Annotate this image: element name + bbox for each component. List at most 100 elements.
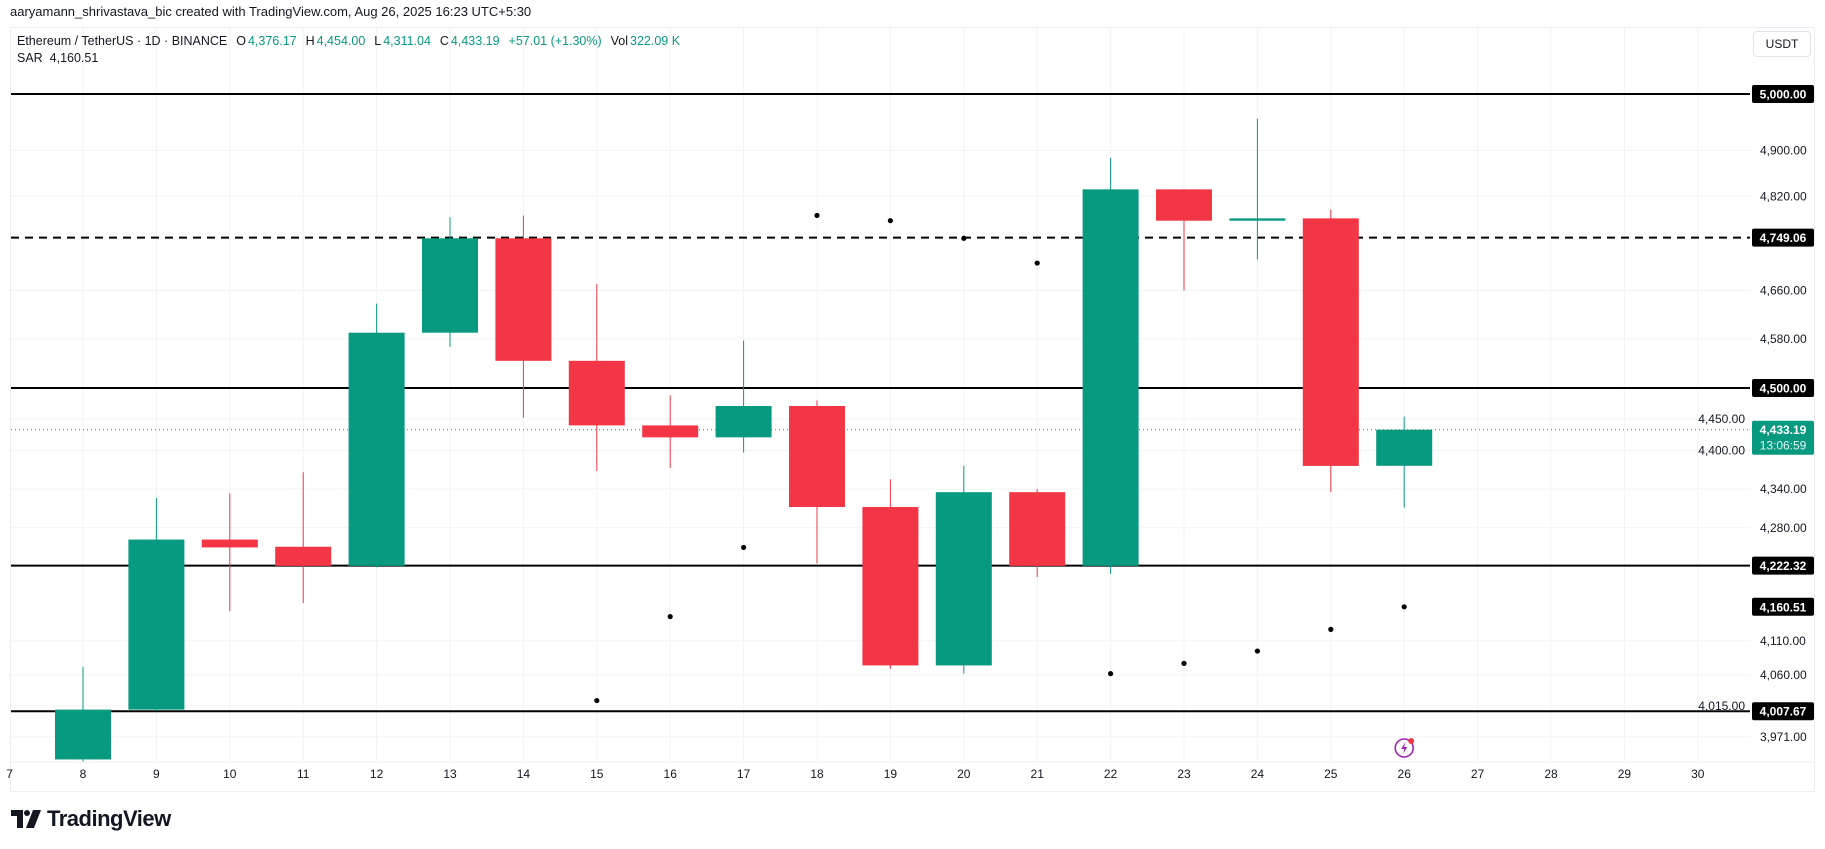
y-tick-label: 4,340.00 (1760, 482, 1807, 496)
candle-15 (568, 283, 625, 472)
x-tick-label: 22 (1104, 767, 1118, 781)
x-tick-label: 29 (1618, 767, 1632, 781)
candle-body (495, 238, 552, 361)
currency-button[interactable]: USDT (1753, 31, 1811, 57)
candle-body (201, 539, 258, 548)
candle-25 (1302, 209, 1359, 493)
sar-dot (667, 613, 673, 620)
close-value: 4,433.19 (450, 34, 500, 48)
sar-dot (1254, 648, 1260, 654)
symbol-name[interactable]: Ethereum / TetherUS · 1D · BINANCE (17, 34, 228, 48)
candle-11 (275, 472, 332, 604)
level-price-badge: 4,749.06 (1760, 231, 1807, 245)
y-tick-label: 4,060.00 (1760, 668, 1807, 682)
open-value: 4,376.17 (247, 34, 297, 48)
x-tick-label: 11 (297, 767, 310, 781)
x-tick-label: 26 (1398, 767, 1412, 781)
event-flash-icon[interactable] (1394, 738, 1415, 758)
sar-dot (741, 544, 747, 551)
x-tick-label: 23 (1177, 767, 1191, 781)
x-tick-label: 19 (884, 767, 898, 781)
y-tick-label: 4,820.00 (1760, 189, 1807, 203)
candle-13 (422, 217, 478, 347)
candle-body (1302, 218, 1359, 466)
level-price-badge-bg (1752, 228, 1814, 247)
close-label: C (439, 34, 449, 48)
sar-value: 4,160.51 (49, 51, 99, 65)
candle-body (935, 492, 992, 666)
candle-body (642, 425, 699, 438)
sar-dot (961, 235, 967, 241)
y-tick-label: 4,015.00 (1698, 699, 1745, 713)
candle-body (1082, 189, 1139, 566)
symbol-legend: Ethereum / TetherUS · 1D · BINANCE O 4,37… (17, 34, 682, 48)
candle-body (422, 238, 478, 333)
candle-22 (1082, 157, 1139, 574)
sar-dot (1328, 626, 1334, 632)
sar-price-badge-bg (1752, 597, 1814, 616)
x-tick-label: 14 (517, 767, 531, 781)
x-tick-label: 20 (957, 767, 971, 781)
candle-23 (1156, 189, 1212, 291)
y-tick-label: 4,400.00 (1698, 444, 1745, 458)
tradingview-logo[interactable]: TradingView (11, 806, 171, 832)
x-tick-label: 18 (810, 767, 824, 781)
y-tick-label: 4,110.00 (1760, 634, 1806, 648)
sar-dot (1108, 671, 1114, 677)
y-tick-label: 4,280.00 (1760, 521, 1807, 535)
x-tick-label: 17 (737, 767, 751, 781)
candle-body (1156, 189, 1212, 221)
candle-body (275, 546, 332, 566)
sar-dot (1181, 660, 1187, 666)
y-tick-label: 4,580.00 (1760, 332, 1807, 346)
candle-9 (128, 497, 185, 711)
x-tick-label: 12 (370, 767, 384, 781)
candle-body (55, 709, 111, 760)
level-price-badge: 5,000.00 (1760, 88, 1807, 102)
high-label: H (305, 34, 315, 48)
y-tick-label: 4,450.00 (1698, 412, 1745, 426)
last-price-badge: 4,433.19 (1760, 423, 1807, 437)
sar-dot (1401, 604, 1407, 610)
candle-body (348, 332, 405, 566)
level-price-badge: 4,007.67 (1760, 705, 1807, 719)
candle-body (128, 539, 185, 710)
last-price-badge-bg (1752, 420, 1814, 455)
low-label: L (374, 34, 382, 48)
y-tick-label: 4,900.00 (1760, 143, 1807, 157)
x-tick-label: 15 (590, 767, 604, 781)
candle-body (1009, 492, 1066, 566)
sar-dot (887, 218, 894, 224)
candle-body (1229, 218, 1286, 221)
x-tick-label: 21 (1031, 767, 1045, 781)
chart-frame (10, 27, 1815, 792)
candle-14 (495, 215, 552, 418)
x-tick-label: 30 (1691, 767, 1705, 781)
level-price-badge-bg (1752, 556, 1814, 575)
sar-price-badge: 4,160.51 (1760, 600, 1807, 614)
volume-label: Vol (610, 34, 628, 48)
tradingview-logo-icon (11, 810, 41, 828)
sar-legend[interactable]: SAR 4,160.51 (17, 51, 98, 65)
x-tick-label: 16 (664, 767, 678, 781)
candle-12 (348, 303, 405, 568)
y-tick-label: 3,971.00 (1760, 730, 1807, 744)
high-value: 4,454.00 (316, 34, 366, 48)
candle-body (568, 360, 625, 426)
candle-17 (715, 340, 772, 453)
level-price-badge: 4,500.00 (1760, 381, 1807, 395)
candle-body (715, 405, 772, 438)
lightning-bolt-icon (1401, 742, 1408, 754)
event-notification-dot (1408, 738, 1415, 744)
brand-name: TradingView (47, 806, 171, 831)
sar-dot (814, 212, 820, 219)
x-tick-label: 10 (223, 767, 237, 781)
change-value: +57.01 (+1.30%) (508, 34, 602, 48)
plot-area (11, 28, 1750, 762)
candle-26 (1376, 416, 1433, 508)
candle-18 (789, 400, 845, 564)
candle-21 (1009, 488, 1066, 578)
candle-body (789, 405, 845, 508)
level-price-badge: 4,222.32 (1760, 559, 1807, 573)
